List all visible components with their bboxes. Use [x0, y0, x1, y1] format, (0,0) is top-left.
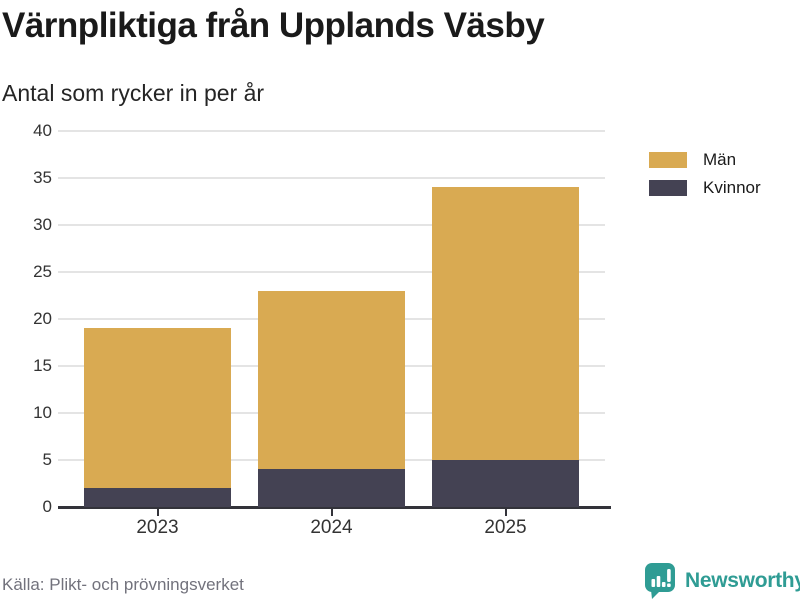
- bar-segment-män-2024: [258, 290, 405, 470]
- bar-segment-kvinnor-2023: [84, 488, 231, 507]
- bar-segment-män-2025: [432, 187, 579, 460]
- bar-segment-män-2023: [84, 328, 231, 489]
- newsworthy-brand-name: Newsworthy: [685, 568, 800, 592]
- legend-swatch-women-icon: [649, 179, 687, 196]
- plot-area: 2023 2024 2025: [58, 130, 611, 538]
- y-tick-label: 25: [33, 262, 52, 281]
- gridline: [58, 271, 605, 273]
- y-axis: 0 5 10 15 20 25 30 35 40: [0, 121, 52, 516]
- legend: Män Kvinnor: [649, 151, 761, 196]
- y-tick-label: 30: [33, 215, 52, 234]
- gridline: [58, 130, 605, 132]
- x-tick-mark: [330, 509, 333, 516]
- gridline: [58, 224, 605, 226]
- y-tick-label: 35: [33, 168, 52, 187]
- y-tick-label: 0: [42, 497, 52, 516]
- chart-subtitle: Antal som rycker in per år: [2, 80, 265, 106]
- bar-segment-kvinnor-2025: [432, 460, 579, 507]
- y-tick-label: 20: [33, 309, 52, 328]
- legend-item-women: Kvinnor: [649, 179, 761, 196]
- x-tick-mark: [156, 509, 159, 516]
- gridline: [58, 177, 605, 179]
- y-tick-label: 40: [33, 121, 52, 140]
- legend-label-women: Kvinnor: [703, 178, 761, 197]
- x-tick-label: 2025: [484, 517, 527, 538]
- legend-item-men: Män: [649, 151, 761, 168]
- newsworthy-logo-icon: [645, 563, 675, 599]
- x-tick-label: 2023: [136, 517, 179, 538]
- x-axis-line: [58, 506, 611, 509]
- source-attribution: Källa: Plikt- och prövningsverket: [2, 575, 244, 594]
- x-tick-label: 2024: [310, 517, 353, 538]
- bar-segment-kvinnor-2024: [258, 469, 405, 507]
- x-tick-mark: [504, 509, 507, 516]
- y-tick-label: 10: [33, 403, 52, 422]
- legend-label-men: Män: [703, 150, 737, 169]
- y-tick-label: 15: [33, 356, 52, 375]
- y-tick-label: 5: [42, 450, 52, 469]
- newsworthy-brand[interactable]: Newsworthy: [644, 562, 800, 599]
- chart-title: Värnpliktiga från Upplands Väsby: [2, 6, 545, 45]
- legend-swatch-men-icon: [649, 151, 687, 168]
